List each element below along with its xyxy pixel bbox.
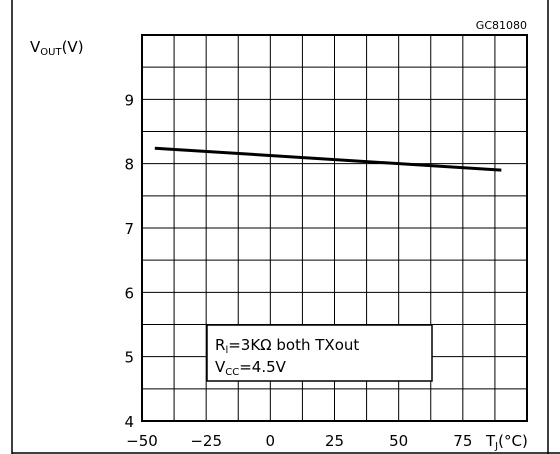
x-tick-label: 25 xyxy=(325,432,344,450)
y-axis-label-sub: OUT xyxy=(40,47,62,58)
y-tick-label: 9 xyxy=(124,91,134,109)
y-tick-label: 6 xyxy=(124,284,134,302)
y-axis-label-unit: (V) xyxy=(62,38,84,56)
y-tick-label: 8 xyxy=(124,156,134,174)
y-tick-label: 7 xyxy=(124,220,134,238)
x-axis-label-unit: (°C) xyxy=(498,432,528,450)
annotation-line-1: Rl=3KΩ both TXout xyxy=(215,336,359,356)
y-axis-label-main: V xyxy=(30,38,41,56)
x-axis-label-main: T xyxy=(485,432,496,450)
annotation-box-frame xyxy=(206,324,433,382)
y-tick-labels: 4 5 6 7 8 9 xyxy=(124,91,134,431)
figure-code: GC81080 xyxy=(476,19,527,32)
y-axis-label: VOUT(V) xyxy=(30,38,84,58)
y-tick-label: 5 xyxy=(124,349,134,367)
x-axis-label: TJ(°C) xyxy=(485,432,528,452)
x-axis-label-sub: J xyxy=(494,441,498,452)
x-tick-label: 75 xyxy=(453,432,472,450)
x-tick-labels: −50 −25 0 25 50 75 xyxy=(126,432,472,450)
x-tick-label: 0 xyxy=(266,432,276,450)
series xyxy=(154,146,502,172)
annotation-line-2: VCC=4.5V xyxy=(215,358,287,378)
series-line xyxy=(154,146,502,172)
y-tick-label: 4 xyxy=(124,413,134,431)
x-tick-label: −50 xyxy=(126,432,158,450)
x-tick-label: 50 xyxy=(389,432,408,450)
plot-area-border xyxy=(141,34,528,422)
x-tick-label: −25 xyxy=(190,432,222,450)
annotation-box: Rl=3KΩ both TXout VCC=4.5V xyxy=(206,324,433,382)
grid xyxy=(142,35,527,421)
